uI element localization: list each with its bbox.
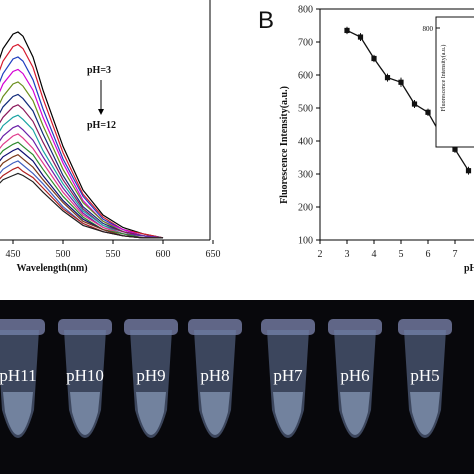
vial-label: pH10	[66, 366, 104, 385]
intensity-y-tick-label: 400	[298, 137, 313, 148]
vial-liquid	[200, 392, 230, 435]
spectrum-line-16	[0, 172, 163, 239]
intensity-point	[452, 146, 458, 152]
vial-liquid	[136, 392, 166, 435]
vial-label: pH7	[273, 366, 303, 385]
intensity-point	[425, 109, 431, 115]
intensity-x-tick-label: 2	[318, 249, 323, 260]
inset-y-axis-label: Fluorescence Intensity(a.u.)	[440, 45, 447, 112]
vial: pH7	[261, 319, 315, 438]
vial-liquid	[70, 392, 100, 435]
vial: pH5	[398, 319, 452, 438]
intensity-y-tick-label: 600	[298, 71, 313, 82]
vial-photo: pH11 pH10 pH9 pH8 pH7 pH6 pH5	[0, 300, 474, 474]
vial: pH9	[124, 319, 178, 438]
spectra-x-tick-label: 600	[156, 249, 171, 260]
intensity-point	[357, 34, 364, 40]
intensity-point	[344, 27, 350, 34]
vial: pH6	[328, 319, 382, 438]
vial: pH8	[188, 319, 242, 438]
intensity-x-axis-label: pH	[464, 263, 474, 274]
vial-liquid	[340, 392, 370, 435]
vial: pH11	[0, 319, 45, 438]
spectra-series-group	[0, 31, 164, 239]
spectrum-line-1	[0, 31, 164, 239]
intensity-y-tick-label: 500	[298, 104, 313, 115]
spectra-x-ticks: 450 500 550 600 650	[6, 240, 221, 260]
inset-y-tick-label: 800	[423, 25, 434, 33]
vial: pH10	[58, 319, 112, 438]
vial-label: pH11	[0, 366, 37, 385]
vial-label: pH9	[136, 366, 165, 385]
intensity-y-axis-label: Fluorescence Intensity(a.u.)	[279, 86, 290, 204]
annotation-ph-high: pH=3	[87, 65, 111, 76]
intensity-point	[411, 101, 418, 107]
intensity-y-tick-label: 200	[298, 203, 313, 214]
intensity-point	[371, 55, 377, 62]
vial-row: pH11 pH10 pH9 pH8 pH7 pH6 pH5	[0, 319, 452, 438]
vial-liquid	[410, 392, 440, 435]
inset-plot: 800 Fluorescence Intensity(a.u.)	[423, 16, 474, 148]
panel-label-b: B	[258, 7, 274, 34]
spectra-x-tick-label: 450	[6, 249, 21, 260]
vial-label: pH8	[200, 366, 229, 385]
vial-liquid	[273, 392, 303, 435]
intensity-x-tick-label: 6	[426, 249, 431, 260]
intensity-point	[398, 79, 404, 85]
spectra-x-tick-label: 500	[56, 249, 71, 260]
intensity-y-tick-label: 800	[298, 5, 313, 16]
intensity-x-tick-label: 3	[345, 249, 350, 260]
spectrum-line-11	[0, 141, 163, 239]
intensity-y-tick-label: 700	[298, 38, 313, 49]
intensity-y-tick-label: 100	[298, 236, 313, 247]
spectrum-line-4	[0, 68, 164, 239]
vial-label: pH6	[340, 366, 369, 385]
annotation-arrowhead	[98, 109, 104, 115]
vial-liquid	[3, 392, 33, 435]
intensity-x-tick-label: 5	[399, 249, 404, 260]
spectra-x-tick-label: 550	[106, 249, 121, 260]
inset-frame	[435, 16, 474, 148]
intensity-series-points	[344, 26, 472, 175]
spectra-x-axis-label: Wavelength(nm)	[16, 263, 87, 274]
annotation-ph-low: pH=12	[87, 120, 116, 131]
vial-label: pH5	[410, 366, 439, 385]
spectra-x-tick-label: 650	[206, 249, 221, 260]
spectra-chart: 450 500 550 600 650 Wavelength(nm) pH=3 pH=1…	[0, 0, 221, 274]
intensity-x-tick-label: 7	[453, 249, 458, 260]
intensity-x-tick-label: 4	[372, 249, 377, 260]
intensity-chart: B Fluorescence Intensity(a.u.) 100 200 300…	[258, 5, 474, 274]
intensity-y-tick-label: 300	[298, 170, 313, 181]
intensity-point	[384, 75, 391, 81]
spectrum-line-7	[0, 104, 164, 239]
intensity-ticks: 100 200 300 400 500 600 700 800 2 3 4 5 6 7	[298, 5, 458, 261]
intensity-point	[465, 168, 472, 174]
